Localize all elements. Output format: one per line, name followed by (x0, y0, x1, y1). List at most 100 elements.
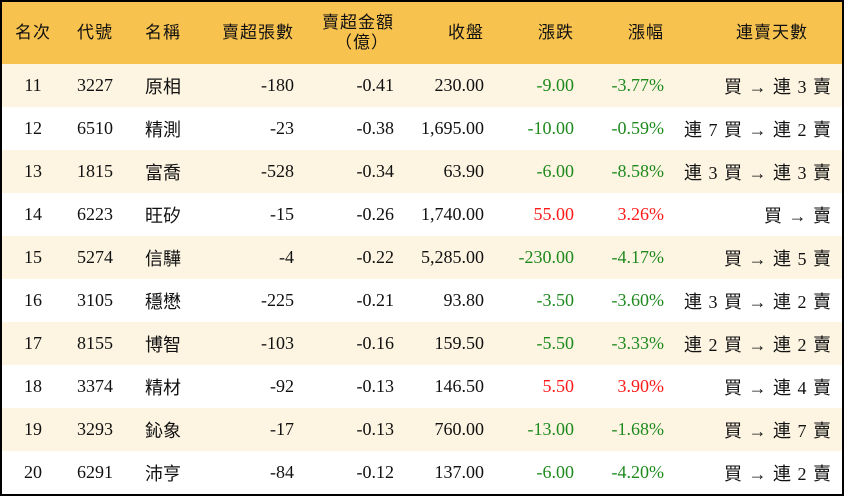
header-pct-change: 漲幅 (628, 23, 664, 42)
table-row: 18 3374 精材 -92 -0.13 146.50 5.50 3.90% 買 → 連 4 賣 (2, 365, 842, 408)
cell-rank: 20 (24, 462, 42, 482)
cell-stock-name: 精測 (145, 119, 181, 140)
cell-net-sell-amount: -0.41 (356, 75, 395, 95)
cell-price-change: 55.00 (533, 204, 575, 224)
cell-net-sell-amount: -0.38 (356, 118, 395, 138)
table-row: 17 8155 博智 -103 -0.16 159.50 -5.50 -3.33% 連 2 買 … (2, 322, 842, 365)
cell-rank: 14 (24, 204, 42, 224)
cell-pct-change: -3.60% (611, 290, 665, 310)
cell-close-price: 1,695.00 (421, 118, 484, 138)
cell-stock-code: 3374 (77, 376, 113, 396)
cell-pct-change: -4.20% (611, 462, 665, 482)
cell-stock-code: 6291 (77, 462, 113, 482)
cell-net-sell-amount: -0.26 (356, 204, 395, 224)
table-row: 13 1815 富喬 -528 -0.34 63.90 -6.00 -8.58% 連 3 買 →… (2, 150, 842, 193)
cell-rank: 16 (24, 290, 42, 310)
cell-pct-change: 3.90% (617, 376, 665, 396)
table-row: 14 6223 旺矽 -15 -0.26 1,740.00 55.00 3.26% 買 → 賣 (2, 193, 842, 236)
cell-rank: 13 (24, 161, 42, 181)
header-code: 代號 (77, 23, 113, 42)
cell-price-change: -3.50 (536, 290, 575, 310)
cell-stock-name: 精材 (145, 377, 181, 398)
header-net-sell-amount: 賣超金額 （億） (302, 2, 402, 64)
cell-stock-code: 3227 (77, 75, 113, 95)
table-row: 15 5274 信驊 -4 -0.22 5,285.00 -230.00 -4.17% 買 → … (2, 236, 842, 279)
cell-streak: 連 3 買 → 連 2 賣 (684, 291, 832, 312)
cell-net-sell-shares: -528 (261, 161, 294, 181)
cell-stock-name: 信驊 (145, 248, 181, 269)
cell-price-change: -230.00 (518, 247, 575, 267)
header-change: 漲跌 (538, 23, 574, 42)
header-row: 名次 代號 名稱 賣超張數 賣超金額 （億） 收盤 漲跌 漲幅 連賣天數 (2, 2, 842, 64)
cell-stock-code: 5274 (77, 247, 113, 267)
cell-net-sell-amount: -0.12 (356, 462, 395, 482)
header-close: 收盤 (448, 23, 484, 42)
table-row: 19 3293 鈊象 -17 -0.13 760.00 -13.00 -1.68% 買 → 連 … (2, 408, 842, 451)
cell-stock-code: 6510 (77, 118, 113, 138)
cell-close-price: 230.00 (434, 75, 485, 95)
cell-pct-change: 3.26% (617, 204, 665, 224)
cell-price-change: -6.00 (536, 161, 575, 181)
cell-close-price: 146.50 (434, 376, 485, 396)
cell-close-price: 137.00 (434, 462, 485, 482)
header-amount-line1: 賣超金額 (322, 13, 394, 32)
table-row: 20 6291 沛亨 -84 -0.12 137.00 -6.00 -4.20% 買 → 連 2… (2, 451, 842, 494)
cell-stock-code: 8155 (77, 333, 113, 353)
cell-pct-change: -3.77% (611, 75, 665, 95)
cell-price-change: -6.00 (536, 462, 575, 482)
cell-stock-code: 1815 (77, 161, 113, 181)
cell-stock-name: 博智 (145, 334, 181, 355)
cell-stock-name: 富喬 (145, 162, 181, 183)
cell-price-change: -9.00 (536, 75, 575, 95)
cell-streak: 買 → 連 2 賣 (724, 463, 832, 484)
cell-rank: 11 (24, 75, 42, 95)
table-row: 12 6510 精測 -23 -0.38 1,695.00 -10.00 -0.59% 連 7 … (2, 107, 842, 150)
cell-stock-name: 鈊象 (145, 420, 181, 441)
header-name: 名稱 (145, 23, 181, 42)
cell-close-price: 159.50 (434, 333, 485, 353)
cell-net-sell-amount: -0.34 (356, 161, 395, 181)
cell-close-price: 93.80 (443, 290, 485, 310)
cell-streak: 連 2 買 → 連 2 賣 (684, 334, 832, 355)
cell-close-price: 1,740.00 (421, 204, 484, 224)
cell-net-sell-shares: -17 (270, 419, 294, 439)
cell-streak: 買 → 連 4 賣 (724, 377, 832, 398)
cell-pct-change: -0.59% (611, 118, 665, 138)
cell-streak: 連 7 買 → 連 2 賣 (684, 119, 832, 140)
cell-stock-code: 3105 (77, 290, 113, 310)
cell-rank: 15 (24, 247, 42, 267)
cell-streak: 買 → 賣 (764, 205, 832, 226)
cell-stock-code: 3293 (77, 419, 113, 439)
cell-net-sell-amount: -0.13 (356, 419, 395, 439)
cell-close-price: 63.90 (443, 161, 485, 181)
cell-pct-change: -1.68% (611, 419, 665, 439)
cell-close-price: 760.00 (434, 419, 485, 439)
cell-net-sell-amount: -0.16 (356, 333, 395, 353)
cell-net-sell-shares: -15 (270, 204, 294, 224)
cell-streak: 連 3 買 → 連 3 賣 (684, 162, 832, 183)
header-rank: 名次 (15, 23, 51, 42)
header-net-sell-shares: 賣超張數 (222, 23, 294, 42)
cell-price-change: 5.50 (542, 376, 575, 396)
cell-streak: 買 → 連 7 賣 (724, 420, 832, 441)
cell-pct-change: -4.17% (611, 247, 665, 267)
cell-net-sell-shares: -23 (270, 118, 294, 138)
cell-price-change: -5.50 (536, 333, 575, 353)
cell-net-sell-shares: -103 (261, 333, 294, 353)
cell-rank: 18 (24, 376, 42, 396)
cell-stock-name: 旺矽 (145, 205, 181, 226)
header-amount-line2: （億） (335, 33, 389, 52)
cell-net-sell-shares: -180 (261, 75, 294, 95)
cell-net-sell-shares: -4 (279, 247, 294, 267)
cell-stock-name: 原相 (145, 76, 181, 97)
cell-stock-name: 沛亨 (145, 463, 181, 484)
cell-pct-change: -8.58% (611, 161, 665, 181)
cell-close-price: 5,285.00 (421, 247, 484, 267)
table-row: 16 3105 穩懋 -225 -0.21 93.80 -3.50 -3.60% 連 3 買 →… (2, 279, 842, 322)
cell-rank: 12 (24, 118, 42, 138)
header-streak: 連賣天數 (736, 23, 808, 42)
table-row: 11 3227 原相 -180 -0.41 230.00 -9.00 -3.77% 買 → 連 … (2, 64, 842, 107)
cell-streak: 買 → 連 5 賣 (724, 248, 832, 269)
cell-price-change: -10.00 (527, 118, 575, 138)
